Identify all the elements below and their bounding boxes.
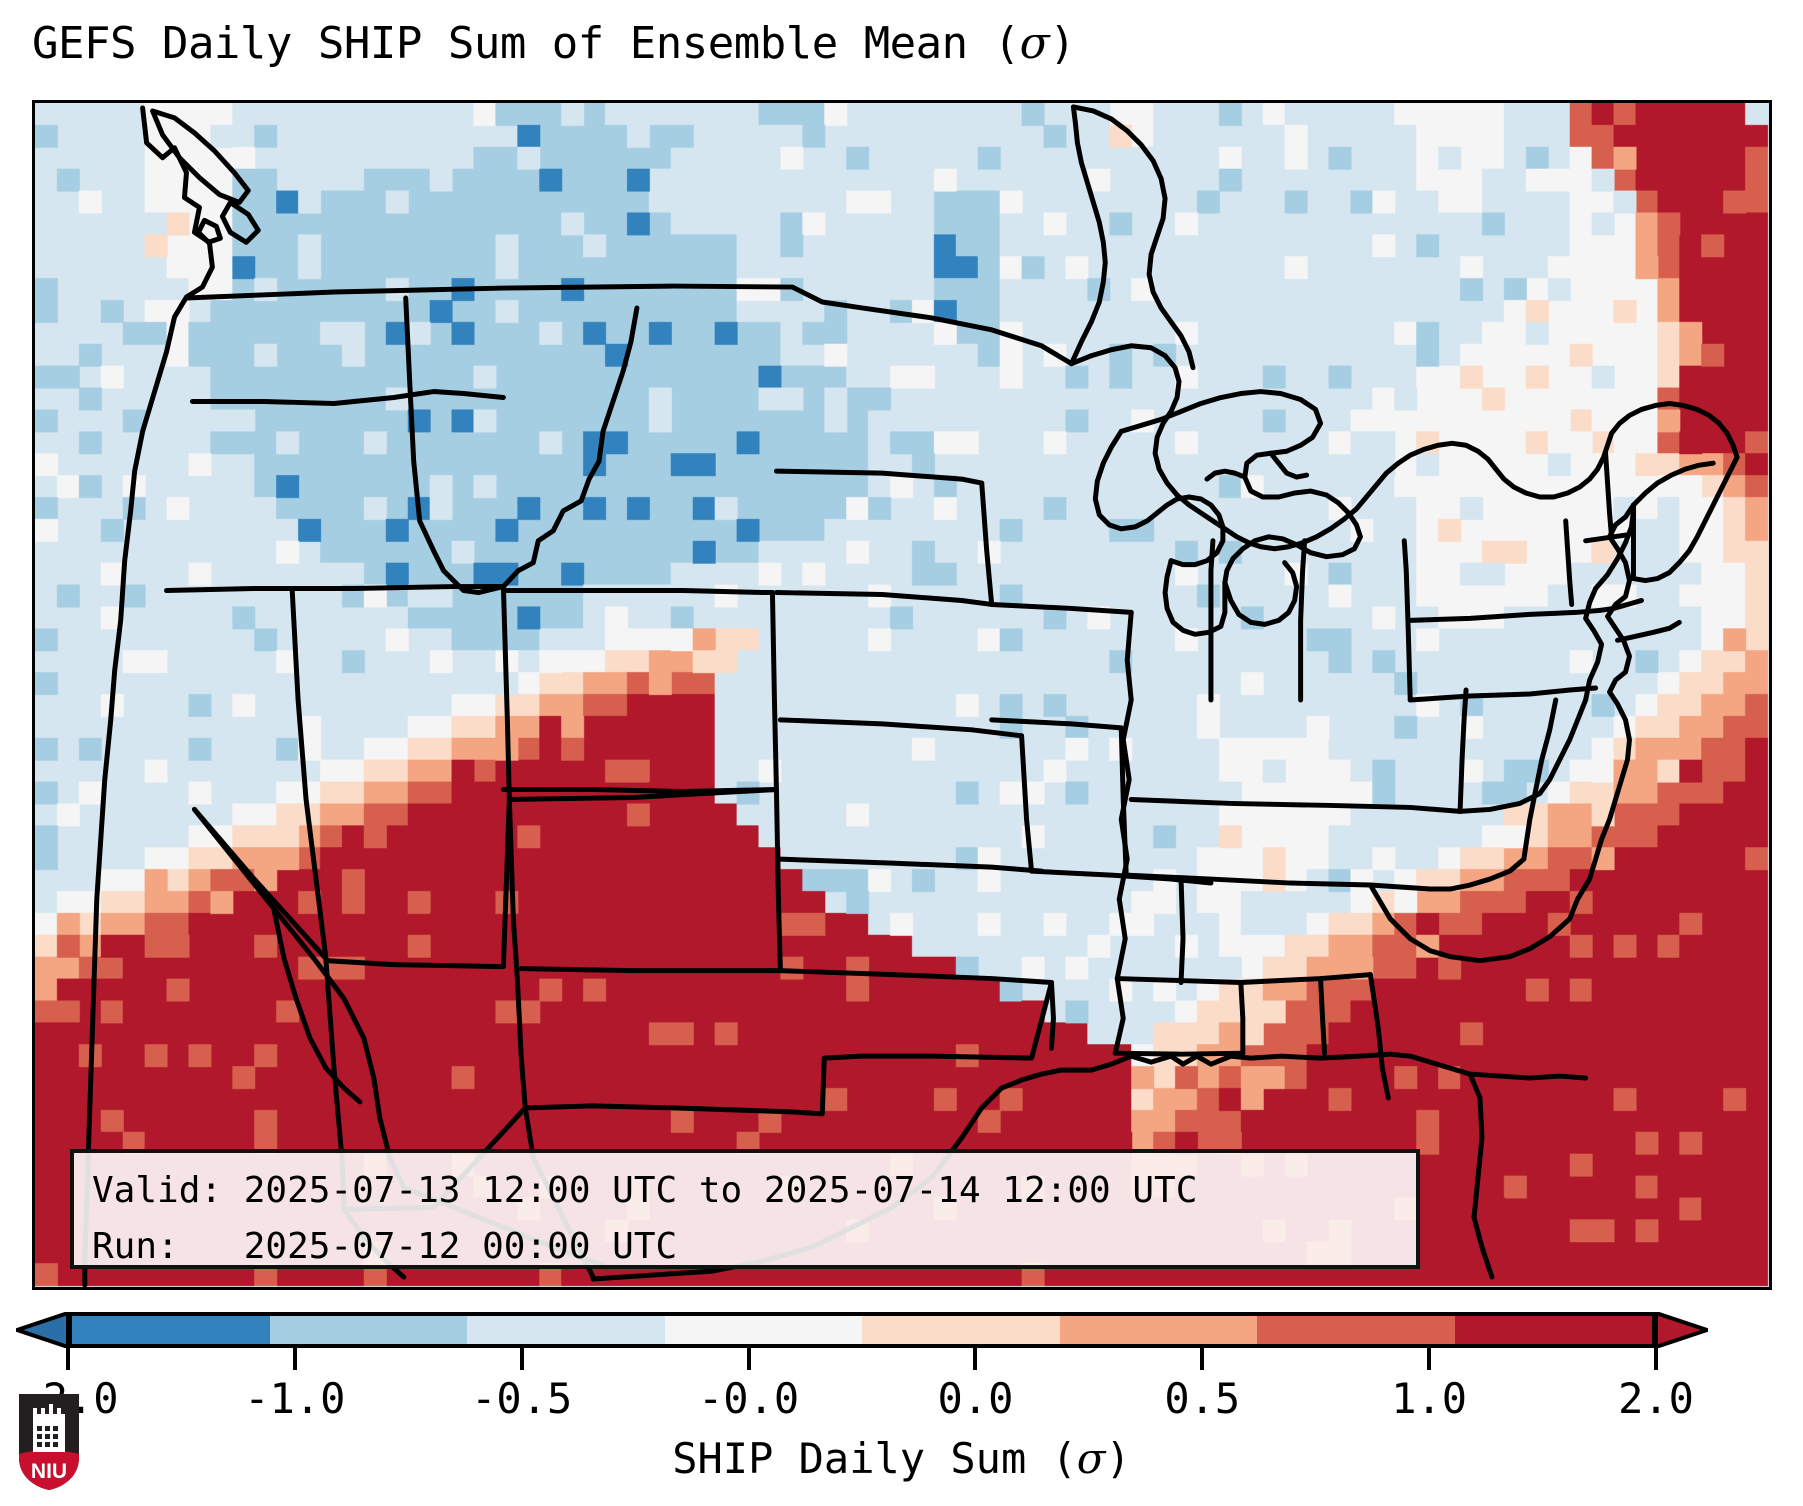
colorbar-tick-6 [1427, 1348, 1432, 1370]
colorbar-segment-3 [664, 1316, 862, 1344]
sigma-symbol: σ [1019, 18, 1050, 69]
colorbar-tick-label-1: -1.0 [244, 1374, 346, 1423]
colorbar-label-suffix: ) [1105, 1434, 1131, 1483]
page-title: GEFS Daily SHIP Sum of Ensemble Mean (σ) [32, 18, 1076, 69]
colorbar[interactable]: -2.0-1.0-0.5-0.00.00.51.02.0 [0, 1300, 1803, 1423]
colorbar-sigma-symbol: σ [1076, 1434, 1106, 1483]
colorbar-segment-4 [862, 1316, 1060, 1344]
colorbar-tick-7 [1654, 1348, 1658, 1370]
colorbar-tick-1 [292, 1348, 297, 1370]
colorbar-tick-5 [1200, 1348, 1205, 1370]
colorbar-tick-label-7: 2.0 [1618, 1374, 1694, 1423]
colorbar-tick-label-3: -0.0 [697, 1374, 800, 1423]
colorbar-tick-label-4: 0.0 [937, 1374, 1014, 1423]
colorbar-tick-label-5: 0.5 [1164, 1374, 1241, 1423]
colorbar-tick-3 [746, 1348, 751, 1370]
niu-logo-text: NIU [31, 1460, 67, 1483]
colorbar-segment-5 [1059, 1316, 1257, 1344]
colorbar-tick-4 [973, 1348, 978, 1370]
colorbar-segment-0 [72, 1316, 270, 1344]
colorbar-label-text: SHIP Daily Sum ( [672, 1434, 1077, 1483]
page-title-text: GEFS Daily SHIP Sum of Ensemble Mean ( [32, 18, 1020, 69]
colorbar-tick-label-6: 1.0 [1391, 1374, 1468, 1423]
map-plot-area[interactable]: Valid: 2025-07-13 12:00 UTC to 2025-07-1… [32, 100, 1772, 1290]
colorbar-axis-label: SHIP Daily Sum (σ) [0, 1434, 1803, 1483]
colorbar-segment-1 [269, 1316, 467, 1344]
colorbar-segment-2 [467, 1316, 665, 1344]
colorbar-gradient [68, 1312, 1656, 1348]
colorbar-ticks [0, 1348, 1803, 1374]
page-title-suffix: ) [1049, 18, 1076, 69]
run-time-text: Run: 2025-07-12 00:00 UTC [92, 1226, 678, 1267]
valid-time-text: Valid: 2025-07-13 12:00 UTC to 2025-07-1… [92, 1170, 1198, 1211]
colorbar-segment-6 [1257, 1316, 1455, 1344]
niu-logo: NIU [19, 1394, 79, 1490]
colorbar-under-arrow [16, 1312, 68, 1348]
colorbar-over-arrow [1656, 1312, 1708, 1348]
colorbar-tick-labels: -2.0-1.0-0.5-0.00.00.51.02.0 [0, 1374, 1803, 1434]
colorbar-tick-2 [519, 1348, 524, 1370]
ship-heatmap-grid [35, 103, 1769, 1287]
valid-run-info-box: Valid: 2025-07-13 12:00 UTC to 2025-07-1… [70, 1149, 1420, 1269]
colorbar-segment-7 [1454, 1316, 1652, 1344]
colorbar-tick-label-2: -0.5 [471, 1374, 573, 1423]
colorbar-tick-0 [66, 1348, 70, 1370]
